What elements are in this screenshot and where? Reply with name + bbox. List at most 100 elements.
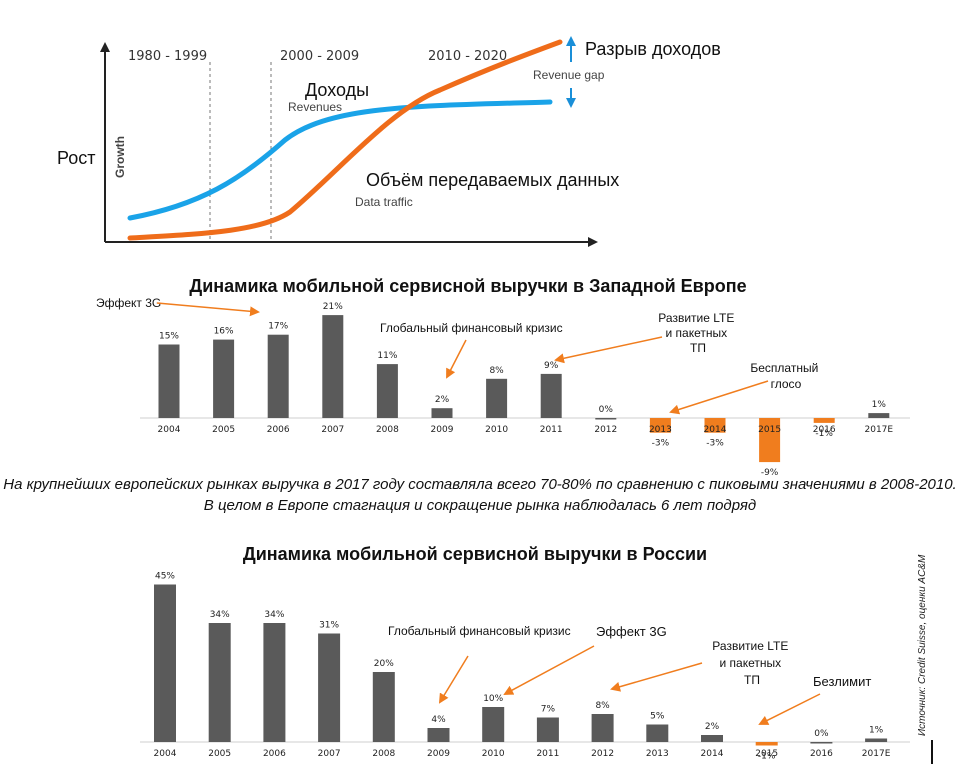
europe-bar-2015 bbox=[759, 418, 781, 463]
russia-tick-label-2016: 2016 bbox=[810, 749, 833, 759]
russia-annot-lte: Развитие LTE и пакетных ТП bbox=[712, 639, 791, 687]
russia-bar-2016 bbox=[810, 742, 833, 744]
europe-bar-2013 bbox=[649, 418, 671, 433]
period-label-3: 2010 - 2020 bbox=[428, 49, 507, 64]
europe-bar-2007 bbox=[322, 315, 344, 418]
europe-tick-label-2014: 2014 bbox=[704, 425, 727, 435]
russia-annot-3g-arrow bbox=[503, 645, 595, 695]
period-label-1: 1980 - 1999 bbox=[128, 49, 207, 64]
growth-chart: 1980 - 1999 2000 - 2009 2010 - 2020 Grow… bbox=[57, 36, 721, 247]
europe-value-label-2017E: 1% bbox=[872, 400, 887, 410]
russia-annot-crisis: Глобальный финансовый кризис bbox=[388, 624, 571, 638]
russia-value-label-2016: 0% bbox=[814, 729, 829, 739]
russia-tick-label-2006: 2006 bbox=[263, 749, 286, 759]
europe-value-label-2011: 9% bbox=[544, 361, 559, 371]
russia-tick-label-2004: 2004 bbox=[154, 749, 177, 759]
europe-tick-label-2005: 2005 bbox=[212, 425, 235, 435]
source-note: Источник: Credit Suisse, оценки AC&M bbox=[917, 554, 928, 736]
traffic-curve bbox=[127, 39, 563, 241]
europe-annot-free-l2: глосо bbox=[771, 377, 802, 391]
europe-annot-3g: Эффект 3G bbox=[96, 296, 161, 310]
growth-axis-label-ru: Рост bbox=[57, 148, 95, 168]
europe-bar-2006 bbox=[267, 334, 289, 418]
europe-value-label-2007: 21% bbox=[323, 302, 343, 312]
europe-tick-label-2009: 2009 bbox=[431, 425, 454, 435]
europe-tick-label-2012: 2012 bbox=[594, 425, 617, 435]
russia-bar-2011 bbox=[536, 717, 559, 742]
europe-tick-label-2016: 2016 bbox=[813, 425, 836, 435]
europe-value-label-2008: 11% bbox=[377, 351, 397, 361]
russia-tick-label-2011: 2011 bbox=[536, 749, 559, 759]
europe-value-label-2016: -1% bbox=[815, 429, 833, 439]
europe-tick-label-2004: 2004 bbox=[158, 425, 181, 435]
gap-label-ru: Разрыв доходов bbox=[585, 39, 721, 59]
europe-tick-label-2007: 2007 bbox=[321, 425, 344, 435]
russia-bar-2007 bbox=[318, 633, 341, 742]
russia-value-label-2017E: 1% bbox=[869, 726, 884, 736]
europe-tick-label-2013: 2013 bbox=[649, 425, 672, 435]
russia-annot-lte-l2: и пакетных bbox=[720, 656, 782, 670]
europe-value-label-2005: 16% bbox=[214, 327, 234, 337]
growth-axis-label-en: Growth bbox=[113, 136, 127, 178]
russia-chart: Динамика мобильной сервисной выручки в Р… bbox=[140, 544, 910, 762]
europe-tick-label-2011: 2011 bbox=[540, 425, 563, 435]
russia-value-label-2004: 45% bbox=[155, 572, 175, 582]
europe-bars: 15% 2004 16% 2005 17% 2006 21% 2007 11% 2008 2% 200… bbox=[158, 302, 894, 478]
russia-annot-lte-l3: ТП bbox=[744, 673, 760, 687]
russia-value-label-2006: 34% bbox=[264, 610, 284, 620]
europe-value-label-2004: 15% bbox=[159, 332, 179, 342]
europe-bar-2004 bbox=[158, 344, 180, 418]
russia-tick-label-2013: 2013 bbox=[646, 749, 669, 759]
europe-bar-2017E bbox=[868, 413, 890, 418]
russia-value-label-2009: 4% bbox=[431, 715, 446, 725]
russia-value-label-2008: 20% bbox=[374, 659, 394, 669]
russia-annot-lte-arrow bbox=[610, 662, 703, 692]
europe-annot-lte-arrow bbox=[554, 336, 663, 364]
europe-annot-free-l1: Бесплатный bbox=[750, 361, 818, 375]
revenues-label-en: Revenues bbox=[288, 100, 342, 114]
europe-annot-crisis-arrow bbox=[446, 339, 467, 379]
europe-annot-lte: Развитие LTE и пакетных ТП bbox=[658, 311, 737, 355]
europe-bar-2014 bbox=[704, 418, 726, 433]
europe-annot-lte-l2: и пакетных bbox=[666, 326, 728, 340]
europe-value-label-2013: -3% bbox=[652, 439, 670, 449]
russia-bars: 45% 2004 34% 2005 34% 2006 31% 2007 20% 2008 4% 200… bbox=[154, 572, 891, 762]
russia-chart-title: Динамика мобильной сервисной выручки в Р… bbox=[243, 544, 707, 564]
europe-annot-free: Бесплатный глосо bbox=[750, 361, 821, 391]
europe-tick-label-2008: 2008 bbox=[376, 425, 399, 435]
europe-annot-crisis: Глобальный финансовый кризис bbox=[380, 321, 563, 335]
europe-tick-label-2010: 2010 bbox=[485, 425, 508, 435]
russia-annot-lte-l1: Развитие LTE bbox=[712, 639, 788, 653]
russia-bar-2009 bbox=[427, 728, 450, 742]
russia-bar-2015 bbox=[755, 742, 778, 746]
russia-value-label-2007: 31% bbox=[319, 621, 339, 631]
europe-annot-lte-l3: ТП bbox=[690, 341, 706, 355]
europe-annot-lte-l1: Развитие LTE bbox=[658, 311, 734, 325]
europe-value-label-2010: 8% bbox=[489, 366, 504, 376]
europe-bar-2009 bbox=[431, 408, 453, 418]
europe-chart: Динамика мобильной сервисной выручки в З… bbox=[96, 276, 910, 478]
russia-bar-2008 bbox=[372, 672, 395, 742]
russia-value-label-2012: 8% bbox=[595, 701, 610, 711]
europe-tick-label-2017E: 2017E bbox=[865, 425, 894, 435]
europe-bar-2010 bbox=[486, 378, 508, 418]
traffic-label-en: Data traffic bbox=[355, 195, 413, 209]
europe-value-label-2009: 2% bbox=[435, 395, 450, 405]
europe-bar-2012 bbox=[595, 418, 617, 420]
russia-tick-label-2010: 2010 bbox=[482, 749, 505, 759]
russia-value-label-2014: 2% bbox=[705, 722, 720, 732]
europe-bar-2016 bbox=[813, 418, 835, 423]
russia-bar-2004 bbox=[154, 584, 176, 742]
russia-bar-2012 bbox=[591, 714, 614, 742]
europe-value-label-2014: -3% bbox=[706, 439, 724, 449]
europe-annot-3g-arrow bbox=[156, 302, 260, 317]
russia-bar-2014 bbox=[701, 735, 723, 742]
europe-tick-label-2006: 2006 bbox=[267, 425, 290, 435]
russia-value-label-2010: 10% bbox=[483, 694, 503, 704]
russia-tick-label-2007: 2007 bbox=[318, 749, 341, 759]
russia-value-label-2013: 5% bbox=[650, 712, 665, 722]
gap-arrow-down-head bbox=[566, 98, 576, 108]
summary-note: На крупнейших европейских рынках выручка… bbox=[3, 476, 957, 514]
russia-tick-label-2012: 2012 bbox=[591, 749, 614, 759]
